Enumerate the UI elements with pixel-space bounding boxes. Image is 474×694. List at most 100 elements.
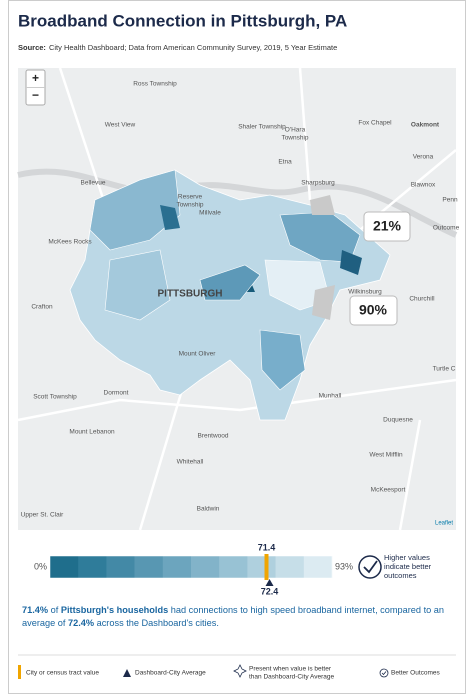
city-value-label: 71.4 (258, 542, 276, 552)
river (17, 168, 458, 238)
place-label: Bellevue (81, 180, 106, 187)
scale-step (191, 556, 220, 578)
place-label: West Mifflin (369, 452, 403, 459)
legend-check-icon (379, 668, 389, 678)
average-label: 72.4 (261, 586, 279, 596)
place-label: Reserve (178, 194, 203, 201)
legend: City or census tract value Dashboard-Cit… (18, 664, 441, 681)
place-label: West View (105, 122, 136, 129)
badge-text: outcomes (384, 571, 417, 580)
scale-step (106, 556, 135, 578)
tract-group (104, 249, 171, 321)
legend-triangle-icon (123, 669, 131, 677)
scale: 0% 93% Higher values indicate better out… (34, 542, 432, 596)
place-label: Crafton (31, 304, 53, 311)
place-label: Township (281, 135, 308, 142)
place-label: Ross Township (133, 81, 177, 88)
legend-text: City or census tract value (26, 670, 99, 677)
scale-step (162, 556, 192, 578)
source-label: Source: (18, 43, 46, 52)
callout: 90% (349, 295, 398, 326)
place-label: Shaler Township (238, 124, 286, 131)
scale-step (219, 556, 248, 578)
legend-text: Present when value is better (249, 666, 332, 673)
place-label: Duquesne (383, 417, 413, 424)
badge-icon (358, 555, 382, 579)
place-label: Munhall (319, 393, 342, 400)
zoom-out[interactable]: − (32, 88, 39, 102)
place-label: Etna (278, 159, 292, 166)
scale-step (134, 556, 164, 578)
tract-group (199, 264, 261, 301)
callout-box (363, 211, 411, 242)
summary-city: Pittsburgh's households (60, 605, 169, 615)
source: Source: City Health Dashboard; Data from … (18, 43, 337, 52)
badge-check (363, 560, 378, 574)
place-label: Millvale (199, 210, 221, 217)
summary-text: of (48, 605, 61, 615)
scale-min: 0% (34, 561, 47, 571)
place-label: Penn (442, 197, 458, 204)
no-data-tracts (310, 195, 335, 320)
place-label: O'Hara (285, 127, 306, 134)
place-label: Wilkinsburg (348, 289, 382, 296)
place-label: Mount Lebanon (69, 429, 115, 436)
place-label: Brentwood (197, 433, 228, 440)
place-labels: Ross Township Shaler Township Fox Chapel… (21, 81, 460, 519)
scale-step (275, 556, 305, 578)
legend-text: than Dashboard-City Average (249, 674, 335, 681)
summary: 71.4% of Pittsburgh's households had con… (22, 604, 452, 630)
place-label: Scott Township (33, 394, 77, 401)
badge-text: Higher values (384, 553, 430, 562)
place-label: Oakmont (411, 122, 440, 129)
source-text: City Health Dashboard; Data from America… (49, 43, 337, 52)
zoom-in[interactable]: + (32, 71, 39, 85)
badge-text: indicate better (384, 562, 432, 571)
place-label: Baldwin (197, 506, 220, 513)
legend-check-mark (381, 671, 387, 676)
place-label: McKees Rocks (48, 239, 92, 246)
scale-step (303, 556, 333, 578)
place-label: Outcome (433, 225, 460, 232)
place-label: Blawnox (411, 182, 436, 189)
summary-text: had connections to high speed broadband … (22, 605, 445, 628)
callout-box (349, 295, 398, 326)
title: Broadband Connection in Pittsburgh, PA (18, 11, 347, 30)
roads (17, 67, 457, 531)
attribution[interactable]: Leaflet (435, 521, 453, 527)
tract-group (259, 329, 306, 391)
place-label: Churchill (409, 296, 435, 303)
average-marker (265, 579, 274, 586)
place-label: Mount Oliver (179, 351, 217, 358)
place-label: Turtle C (433, 366, 456, 373)
map: Ross Township Shaler Township Fox Chapel… (17, 67, 460, 531)
summary-average: 72.4% (67, 618, 95, 628)
place-label: Whitehall (177, 459, 204, 466)
summary-value: 71.4% (22, 605, 49, 615)
city-label: PITTSBURGH (158, 289, 223, 300)
scale-step (78, 556, 107, 578)
legend-bar-icon (18, 665, 21, 679)
place-label: Fox Chapel (358, 120, 392, 127)
tract-dark (340, 250, 362, 275)
place-label: Upper St. Clair (21, 512, 64, 519)
callout-text: 21% (373, 218, 402, 234)
place-label: Verona (413, 154, 434, 161)
place-label: Sharpsburg (301, 180, 335, 187)
callout: 21% (363, 211, 411, 242)
scale-max: 93% (335, 561, 353, 571)
callout-text: 90% (359, 302, 388, 318)
legend-star-icon (233, 664, 247, 678)
legend-text: Better Outcomes (391, 670, 441, 677)
scale-step (50, 556, 79, 578)
place-label: Township (176, 202, 203, 209)
summary-text: across the Dashboard's cities. (94, 618, 219, 628)
legend-text: Dashboard-City Average (135, 670, 206, 677)
scale-frame (49, 555, 333, 579)
place-label: Dormont (104, 390, 129, 397)
zoom-control: + − (25, 69, 46, 106)
place-label: McKeesport (371, 487, 406, 494)
scale-step (247, 556, 276, 578)
